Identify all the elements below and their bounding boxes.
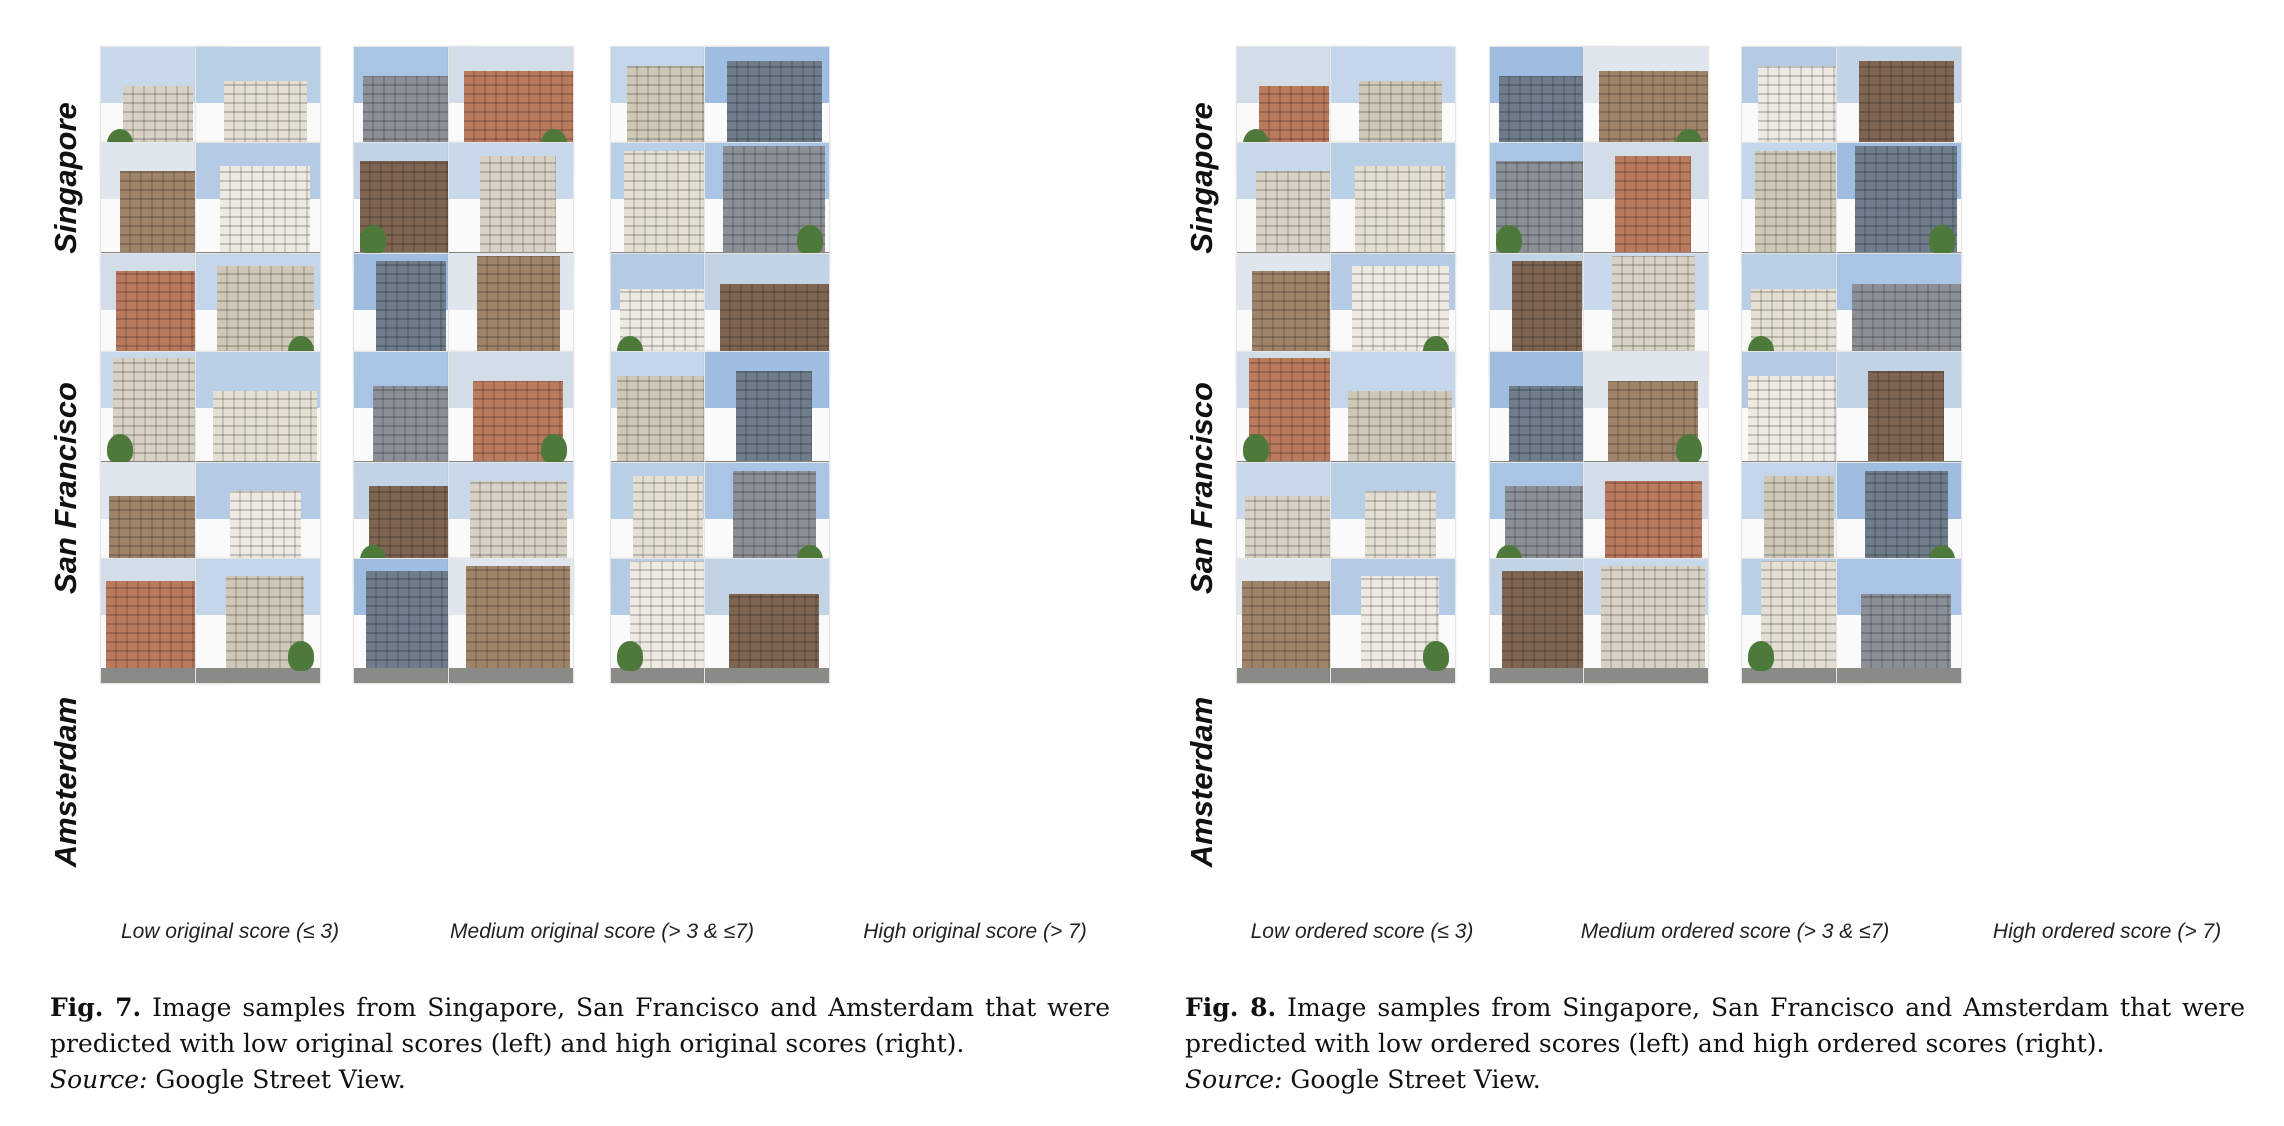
row-label-amsterdam: Amsterdam xyxy=(48,696,83,868)
street-view-photo xyxy=(448,142,574,268)
street-view-photo xyxy=(448,46,574,172)
street-view-photo xyxy=(1836,351,1962,477)
caption-text: Image samples from Singapore, San Franci… xyxy=(1185,993,2246,1058)
source-label: Source: xyxy=(50,1065,148,1094)
street-view-photo xyxy=(195,142,321,268)
street-view-photo xyxy=(448,351,574,477)
street-view-photo xyxy=(1583,351,1709,477)
street-view-photo xyxy=(1330,351,1456,477)
source-text: Google Street View. xyxy=(1290,1065,1541,1094)
street-view-photo xyxy=(1330,558,1456,684)
street-view-photo xyxy=(1836,558,1962,684)
figure-caption: Fig. 7. Image samples from Singapore, Sa… xyxy=(50,990,1110,1098)
street-view-photo xyxy=(704,558,830,684)
street-view-photo xyxy=(1583,142,1709,268)
street-view-photo xyxy=(610,558,736,684)
street-view-photo xyxy=(1583,558,1709,684)
source-label: Source: xyxy=(1185,1065,1283,1094)
row-label-san-francisco: San Francisco xyxy=(48,382,83,594)
row-label-amsterdam: Amsterdam xyxy=(1184,696,1219,868)
street-view-photo xyxy=(195,558,321,684)
column-caption-low: Low ordered score (≤ 3) xyxy=(1250,920,1474,943)
street-view-photo xyxy=(1836,142,1962,268)
street-view-photo xyxy=(704,142,830,268)
column-caption-medium: Medium original score (> 3 & ≤7) xyxy=(450,920,754,943)
row-label-san-francisco: San Francisco xyxy=(1184,382,1219,594)
figure-caption: Fig. 8. Image samples from Singapore, Sa… xyxy=(1185,990,2245,1098)
caption-text: Image samples from Singapore, San Franci… xyxy=(50,993,1111,1058)
figure-8: Singapore San Francisco Amsterdam Low or… xyxy=(1140,0,2284,1126)
column-caption-medium: Medium ordered score (> 3 & ≤7) xyxy=(1580,920,1890,943)
figure-number: Fig. 7. xyxy=(50,993,142,1022)
street-view-photo xyxy=(195,351,321,477)
column-caption-low: Low original score (≤ 3) xyxy=(120,920,340,943)
column-caption-high: High original score (> 7) xyxy=(863,920,1087,943)
street-view-photo xyxy=(448,558,574,684)
street-view-photo xyxy=(100,253,226,379)
row-label-singapore: Singapore xyxy=(48,102,83,254)
figure-7: Singapore San Francisco Amsterdam Low or… xyxy=(0,0,1140,1126)
street-view-photo xyxy=(704,351,830,477)
source-text: Google Street View. xyxy=(155,1065,406,1094)
figure-number: Fig. 8. xyxy=(1185,993,1277,1022)
column-caption-high: High ordered score (> 7) xyxy=(1992,920,2222,943)
street-view-photo xyxy=(1330,142,1456,268)
row-label-singapore: Singapore xyxy=(1184,102,1219,254)
